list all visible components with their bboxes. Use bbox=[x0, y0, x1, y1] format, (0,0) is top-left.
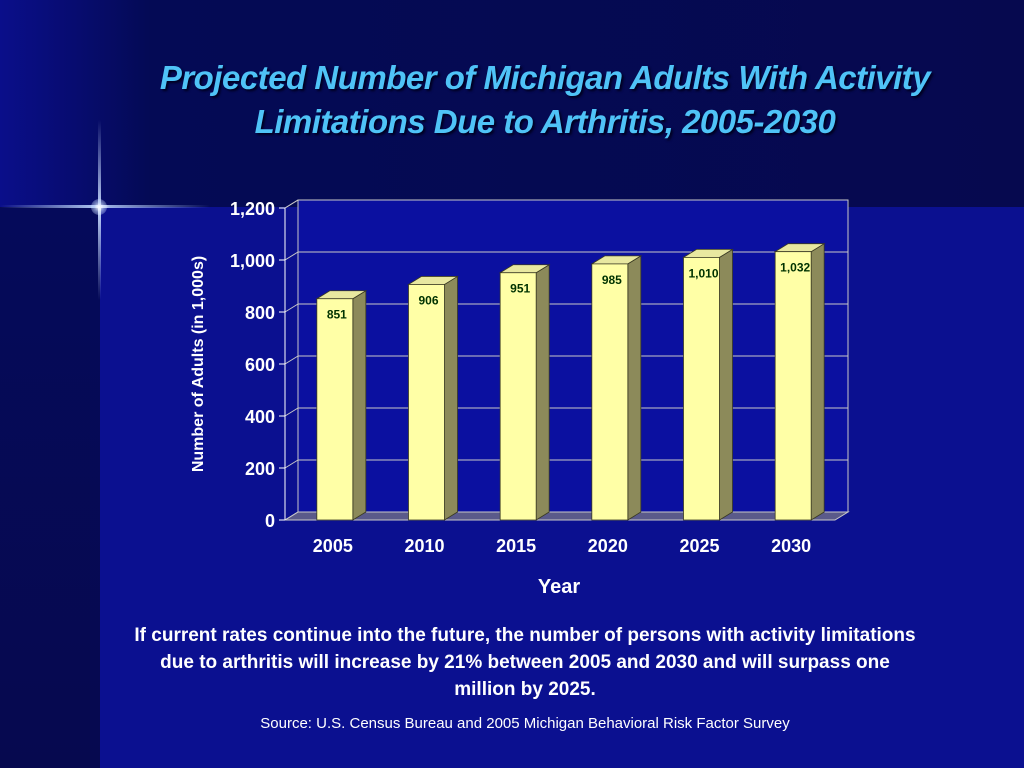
gridline-depth bbox=[284, 407, 299, 417]
x-tick-label: 2015 bbox=[496, 536, 536, 556]
x-tick-label: 2030 bbox=[771, 536, 811, 556]
x-axis-label: Year bbox=[538, 576, 580, 598]
y-tick-label: 200 bbox=[245, 459, 275, 479]
data-label: 906 bbox=[418, 293, 438, 307]
plot-side-edge bbox=[284, 199, 299, 209]
plot-floor bbox=[283, 511, 850, 521]
bar bbox=[683, 256, 720, 521]
page-title: Projected Number of Michigan Adults With… bbox=[120, 56, 970, 144]
caption-text: If current rates continue into the futur… bbox=[134, 625, 916, 700]
y-tick-label: 1,000 bbox=[230, 251, 275, 271]
data-label: 1,010 bbox=[688, 266, 718, 280]
bar bbox=[316, 298, 354, 521]
bar-side-face bbox=[627, 255, 642, 521]
data-label: 985 bbox=[602, 273, 622, 287]
bar-side-face bbox=[352, 290, 367, 521]
y-tick-label: 600 bbox=[245, 355, 275, 375]
x-tick-label: 2020 bbox=[588, 536, 628, 556]
bar bbox=[499, 272, 537, 521]
data-label: 1,032 bbox=[780, 261, 810, 275]
y-tick-label: 400 bbox=[245, 407, 275, 427]
data-label: 951 bbox=[510, 282, 530, 296]
bar-side-face bbox=[444, 275, 458, 521]
bar bbox=[774, 251, 812, 521]
gridline-depth bbox=[284, 459, 299, 469]
source-note: Source: U.S. Census Bureau and 2005 Mich… bbox=[260, 715, 790, 732]
labels-group: 0 200 400 600 800 1,000 1,200 851 2005 906 2010 951… bbox=[230, 199, 811, 556]
x-tick-label: 2010 bbox=[404, 536, 444, 556]
title-line-1: Projected Number of Michigan Adults With… bbox=[159, 59, 931, 96]
bar bbox=[408, 284, 445, 521]
gridline-depth bbox=[284, 303, 299, 313]
y-tick-label: 800 bbox=[245, 303, 275, 323]
bar-side-face bbox=[719, 248, 733, 521]
gridline-depth bbox=[284, 251, 299, 261]
star-flare-icon bbox=[91, 199, 107, 215]
bar-side-face bbox=[810, 242, 825, 521]
y-tick-label: 1,200 bbox=[230, 199, 275, 219]
bars-group bbox=[315, 242, 826, 521]
background-left bbox=[0, 207, 100, 768]
y-axis-label: Number of Adults (in 1,000s) bbox=[190, 256, 207, 472]
gridline-depth bbox=[284, 355, 299, 365]
bar-side-face bbox=[535, 264, 550, 521]
x-tick-label: 2025 bbox=[679, 536, 719, 556]
y-tick-label: 0 bbox=[265, 511, 275, 531]
gridline-depth bbox=[284, 511, 299, 521]
x-tick-label: 2005 bbox=[313, 536, 353, 556]
background-top bbox=[0, 0, 1024, 207]
bar bbox=[591, 263, 629, 521]
title-line-2: Limitations Due to Arthritis, 2005-2030 bbox=[254, 103, 836, 140]
data-label: 851 bbox=[327, 308, 347, 322]
